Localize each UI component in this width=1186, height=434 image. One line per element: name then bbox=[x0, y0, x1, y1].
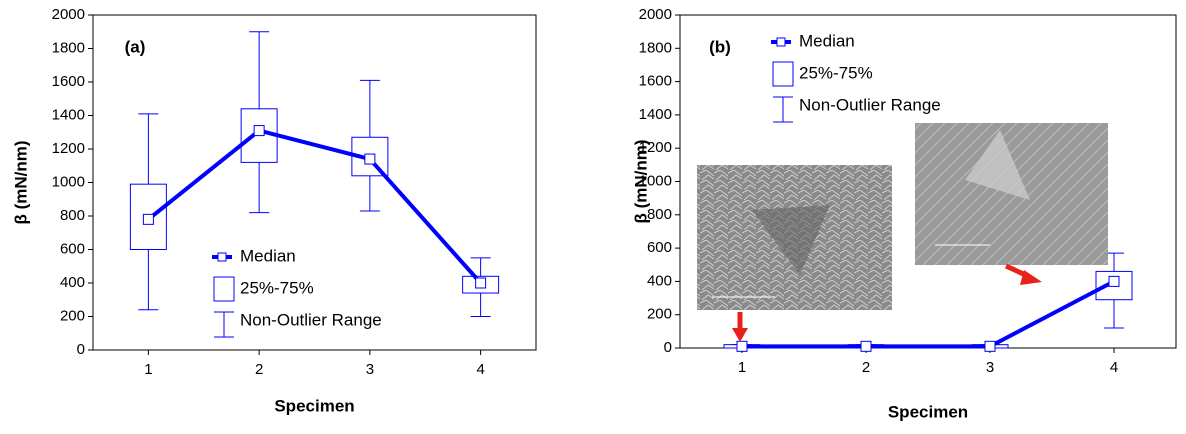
y-tick-label: 0 bbox=[664, 339, 672, 356]
median-line bbox=[147, 128, 483, 285]
chart: (b) β (mN/nm) Specimen 1 2 3 4 0 200 400 600 800 100… bbox=[631, 6, 1177, 421]
y-tick-label: 2000 bbox=[52, 6, 85, 23]
chart: (a) β (mN/nm) Specimen 1 2 3 4 0 200 400 600 800 100… bbox=[11, 6, 537, 415]
y-tick-label: 1000 bbox=[52, 173, 85, 190]
x-tick-label: 2 bbox=[862, 359, 870, 376]
y-tick-label: 400 bbox=[647, 272, 672, 289]
legend-label: Median bbox=[799, 31, 855, 50]
x-tick-label: 4 bbox=[476, 361, 484, 378]
y-tick-label: 1400 bbox=[639, 106, 672, 123]
y-tick-label: 200 bbox=[647, 306, 672, 323]
median-marker bbox=[736, 340, 748, 352]
legend-swatch bbox=[213, 276, 235, 302]
y-tick-label: 1800 bbox=[52, 39, 85, 56]
legend-label: Median bbox=[240, 246, 296, 265]
red-arrow bbox=[1004, 263, 1042, 285]
x-axis-label: Specimen bbox=[888, 402, 968, 421]
x-tick-label: 1 bbox=[738, 359, 746, 376]
median-marker bbox=[364, 153, 376, 165]
legend-swatch bbox=[772, 61, 794, 87]
x-tick-label: 3 bbox=[986, 359, 994, 376]
x-tick-label: 3 bbox=[366, 361, 374, 378]
y-tick-label: 800 bbox=[647, 206, 672, 223]
y-tick-label: 600 bbox=[60, 240, 85, 257]
median-line bbox=[742, 279, 1115, 349]
median-marker bbox=[475, 277, 487, 289]
legend-label: 25%-75% bbox=[240, 278, 314, 297]
x-axis-label: Specimen bbox=[274, 396, 354, 415]
y-tick-label: 800 bbox=[60, 207, 85, 224]
panel-label: (b) bbox=[709, 37, 731, 56]
inset-micrograph-1 bbox=[697, 165, 892, 310]
median-marker bbox=[253, 125, 265, 137]
y-axis-label: β (mN/nm) bbox=[11, 140, 30, 224]
median-marker bbox=[142, 213, 154, 225]
y-tick-label: 1600 bbox=[52, 73, 85, 90]
legend-label: Non-Outlier Range bbox=[240, 310, 382, 329]
plot-frame bbox=[92, 14, 537, 351]
y-tick-label: 1000 bbox=[639, 172, 672, 189]
y-tick-label: 2000 bbox=[639, 6, 672, 23]
median-marker bbox=[860, 340, 872, 352]
legend-swatch bbox=[217, 252, 227, 262]
y-tick-label: 1600 bbox=[639, 73, 672, 90]
y-tick-label: 400 bbox=[60, 274, 85, 291]
y-tick-label: 600 bbox=[647, 239, 672, 256]
y-tick-label: 200 bbox=[60, 307, 85, 324]
panel-label: (a) bbox=[125, 37, 146, 56]
x-tick-label: 2 bbox=[255, 361, 263, 378]
legend-swatch bbox=[776, 37, 786, 47]
median-marker bbox=[1108, 275, 1120, 287]
y-axis-label: β (mN/nm) bbox=[631, 139, 650, 223]
x-tick-label: 1 bbox=[144, 361, 152, 378]
y-tick-label: 1400 bbox=[52, 106, 85, 123]
red-arrow bbox=[732, 312, 748, 342]
y-tick-label: 0 bbox=[77, 341, 85, 358]
inset-micrograph-2 bbox=[915, 123, 1108, 265]
legend-label: 25%-75% bbox=[799, 63, 873, 82]
y-tick-label: 1800 bbox=[639, 39, 672, 56]
y-tick-label: 1200 bbox=[639, 139, 672, 156]
y-tick-label: 1200 bbox=[52, 140, 85, 157]
x-tick-label: 4 bbox=[1110, 359, 1118, 376]
median-marker bbox=[984, 340, 996, 352]
legend-label: Non-Outlier Range bbox=[799, 95, 941, 114]
